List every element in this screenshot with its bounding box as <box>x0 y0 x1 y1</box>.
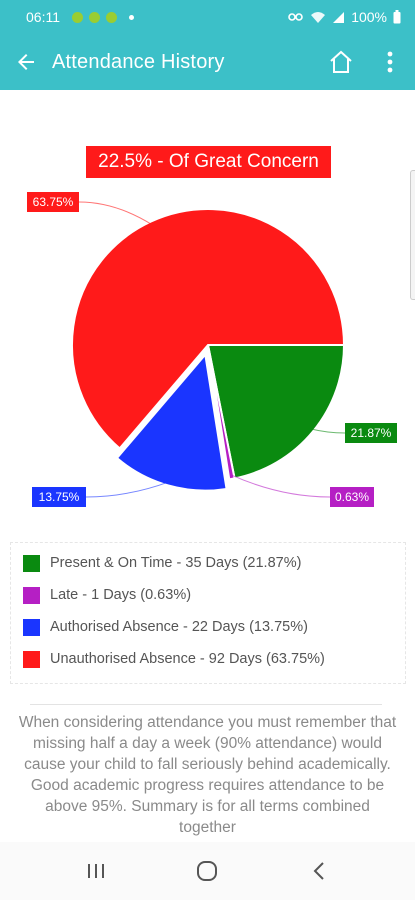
notification-icon <box>89 11 100 23</box>
status-time: 06:11 <box>26 9 60 25</box>
leader-line <box>231 474 331 498</box>
legend-swatch <box>23 650 40 668</box>
concern-badge: 22.5% - Of Great Concern <box>86 146 331 178</box>
legend-label: Authorised Absence - 22 Days (13.75%) <box>50 619 308 635</box>
slice-label-text: 21.87% <box>351 426 392 440</box>
legend-swatch <box>23 586 40 604</box>
notification-icons <box>72 11 117 23</box>
legend-label: Unauthorised Absence - 92 Days (63.75%) <box>50 651 325 667</box>
vpn-key-icon <box>288 13 303 21</box>
leader-line <box>309 428 346 434</box>
leader-line <box>85 481 170 498</box>
slice-data-label: 63.75% <box>27 192 79 212</box>
slice-label-bg <box>330 487 374 507</box>
slice-data-label: 13.75% <box>32 487 86 507</box>
slice-label-text: 13.75% <box>39 490 80 504</box>
slice-data-label: 0.63% <box>330 487 374 507</box>
legend-swatch <box>23 554 40 572</box>
status-right: 100% <box>288 9 401 25</box>
system-nav-bar <box>0 842 415 900</box>
status-left: 06:11 <box>26 9 134 25</box>
scroll-handle[interactable] <box>410 170 415 300</box>
slice-data-label: 21.87% <box>345 423 397 443</box>
legend-label: Present & On Time - 35 Days (21.87%) <box>50 555 302 571</box>
attendance-info-text: When considering attendance you must rem… <box>18 714 397 836</box>
page-title: Attendance History <box>52 50 225 73</box>
signal-icon <box>333 11 345 23</box>
system-back-button[interactable] <box>289 851 349 891</box>
legend-item-late: Late - 1 Days (0.63%) <box>23 585 191 605</box>
more-vert-icon <box>387 51 393 73</box>
content-area[interactable]: 22.5% - Of Great Concern 21.87% 0.63% 13.7… <box>0 90 415 842</box>
legend-item-unauthorised: Unauthorised Absence - 92 Days (63.75%) <box>23 649 325 669</box>
status-bar: 06:11 100% <box>0 0 415 34</box>
divider <box>30 704 382 705</box>
more-notifications-icon <box>129 14 134 20</box>
recent-apps-button[interactable] <box>66 851 126 891</box>
leader-line <box>78 201 154 226</box>
battery-icon <box>393 10 401 24</box>
legend-item-present: Present & On Time - 35 Days (21.87%) <box>23 553 301 573</box>
wifi-icon <box>311 11 326 23</box>
legend-swatch <box>23 618 40 636</box>
home-button[interactable] <box>323 44 359 80</box>
battery-percent: 100% <box>351 9 387 25</box>
home-icon <box>330 50 352 73</box>
slice-label-bg <box>27 192 79 212</box>
legend-item-authorised: Authorised Absence - 22 Days (13.75%) <box>23 617 308 637</box>
legend: Present & On Time - 35 Days (21.87%) Lat… <box>10 542 406 684</box>
attendance-pie-chart: 21.87% 0.63% 13.75% 63.75% <box>27 192 397 507</box>
more-options-button[interactable] <box>377 44 403 80</box>
pie-slice-late <box>207 344 236 481</box>
system-home-button[interactable] <box>177 851 237 891</box>
pie-slice-unauthorised-absence <box>71 208 346 450</box>
slice-label-text: 63.75% <box>33 195 74 209</box>
pie-slice-authorised-absence <box>115 352 228 492</box>
notification-icon <box>106 11 117 23</box>
legend-label: Late - 1 Days (0.63%) <box>50 587 192 603</box>
app-bar: Attendance History <box>0 34 415 90</box>
slice-label-text: 0.63% <box>335 490 369 504</box>
home-circle-icon <box>197 861 218 881</box>
notification-icon <box>72 11 83 23</box>
pie-slice-present-on-time <box>206 344 346 480</box>
recent-apps-icon <box>87 864 104 878</box>
slice-label-bg <box>345 423 397 443</box>
back-arrow-icon <box>18 54 34 70</box>
slice-label-bg <box>32 487 86 507</box>
back-button[interactable] <box>0 34 52 90</box>
back-chevron-icon <box>313 862 324 880</box>
